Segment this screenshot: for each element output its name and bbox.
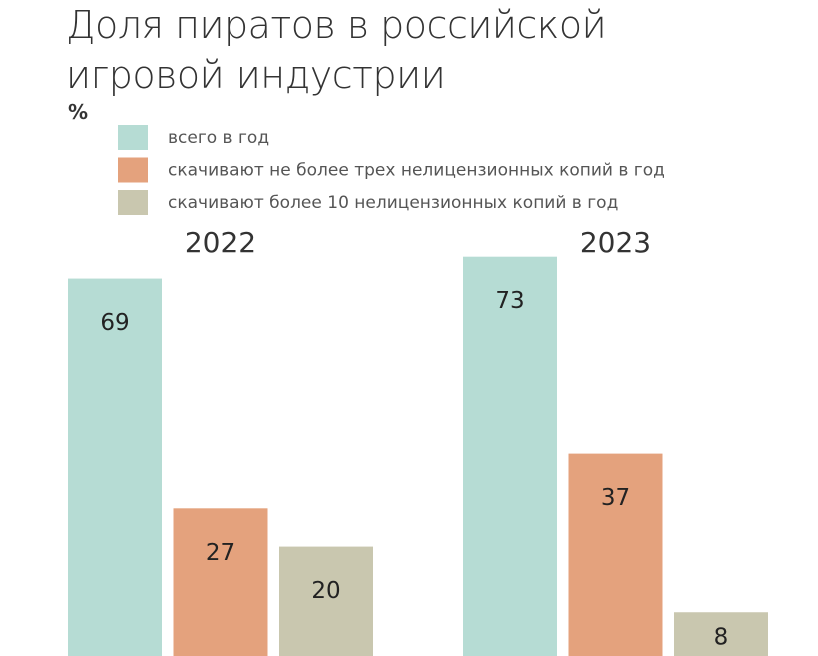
- legend-label: всего в год: [168, 128, 269, 148]
- category-label: 2023: [580, 226, 651, 259]
- bar: [463, 256, 557, 656]
- unit-label: %: [68, 100, 89, 124]
- value-label: 73: [495, 288, 524, 314]
- bar: [568, 453, 663, 656]
- value-label: 37: [601, 485, 630, 511]
- bar: [279, 546, 373, 656]
- category-label: 2022: [185, 226, 256, 259]
- legend-swatch: [118, 157, 148, 183]
- value-label: 8: [714, 625, 729, 651]
- legend-label: скачивают не более трех нелицензионных к…: [168, 161, 665, 181]
- legend-swatch: [118, 125, 148, 150]
- value-label: 27: [206, 540, 235, 566]
- bar: [674, 612, 768, 656]
- value-label: 20: [311, 578, 340, 604]
- chart-title: Доля пиратов в российской игровой индуст…: [66, 3, 607, 97]
- legend-label: скачивают более 10 нелицензионных копий …: [168, 193, 618, 213]
- bar: [68, 278, 162, 656]
- legend-swatch: [118, 190, 148, 215]
- value-label: 69: [100, 310, 129, 336]
- bar: [173, 508, 268, 656]
